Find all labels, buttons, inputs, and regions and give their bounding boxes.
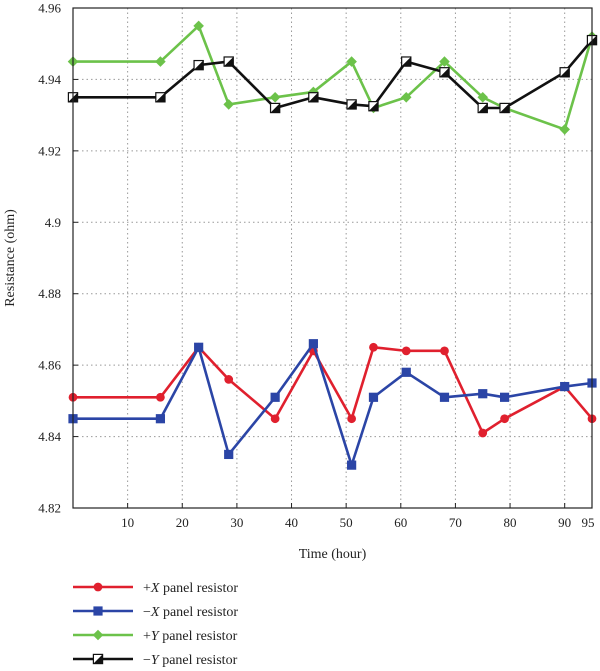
data-point [560,381,570,392]
data-point [224,449,234,460]
data-point [269,102,281,114]
legend-label: −X panel resistor [143,605,238,620]
data-point [368,101,379,112]
y-tick-label: 4.92 [38,143,61,158]
data-point [440,346,449,356]
data-point [270,392,280,402]
data-point [499,392,510,402]
legend-item: +X panel resistor [73,581,238,596]
x-tick-label: 40 [285,515,298,530]
data-point [478,428,488,438]
data-point [477,91,489,103]
data-point [308,86,319,98]
data-point [156,392,165,402]
x-tick-label: 70 [449,515,462,530]
data-point [223,99,234,110]
data-point [346,99,357,110]
x-tick-label: 10 [121,515,134,530]
data-point [347,460,357,470]
data-point [369,342,378,352]
grid-lines [73,8,592,508]
data-point [193,20,204,32]
data-point [155,414,166,424]
series-2 [68,339,597,470]
data-point [477,102,488,114]
y-tick-label: 4.96 [38,1,61,16]
data-point [223,56,234,67]
data-point [346,56,357,67]
data-point [439,56,450,67]
x-tick-label: 60 [394,515,407,530]
data-point [368,392,379,402]
x-tick-label: 80 [504,515,517,530]
data-point [347,414,356,424]
series-4 [67,34,598,114]
data-point [499,102,510,114]
series-line [73,39,593,110]
data-point [401,346,411,356]
plot-frame [72,7,593,509]
data-point [93,582,103,592]
y-axis-title: Resistance (ohm) [3,209,18,307]
data-point [93,606,103,616]
x-tick-label: 50 [340,515,353,530]
legend-item: −Y panel resistor [73,653,238,668]
series-line [73,342,593,467]
data-point [559,67,570,78]
data-point [439,67,450,78]
data-point [500,414,509,424]
data-point [92,653,104,665]
legend-item: −X panel resistor [73,605,238,620]
legend-label: +X panel resistor [143,581,238,596]
x-axis-title: Time (hour) [299,547,367,562]
data-point [401,367,411,377]
y-tick-label: 4.9 [45,215,61,230]
data-point [194,342,204,352]
data-point [308,92,319,103]
data-point [401,56,412,67]
legend-label: −Y panel resistor [143,653,238,668]
series-line [73,24,594,131]
y-tick-label: 4.88 [38,286,61,301]
x-tick-label: 95 [582,515,595,530]
y-tick-label: 4.82 [38,501,61,516]
legend: +X panel resistor −X panel resistor +Y pan… [73,581,238,668]
data-point [308,339,318,349]
data-point [224,375,234,384]
data-point [92,629,104,641]
series-line [73,345,593,435]
data-point [269,91,281,103]
legend-label: +Y panel resistor [143,629,238,644]
series-3 [67,20,598,135]
x-tick-label: 30 [230,515,243,530]
data-point [155,92,166,103]
x-tick-label: 20 [176,515,189,530]
y-tick-label: 4.94 [38,72,61,87]
data-point [478,389,488,399]
data-point [400,91,412,103]
series-1 [68,342,597,438]
legend-item: +Y panel resistor [73,629,238,644]
data-point [270,414,280,424]
data-point [559,124,570,135]
y-tick-label: 4.86 [38,358,61,373]
y-tick-label: 4.84 [38,429,61,444]
data-point [193,59,204,71]
y-axis-ticks: 4.82 4.84 4.86 4.88 4.9 4.92 4.94 4.96 [38,1,78,516]
x-axis-ticks: 10 20 30 40 50 60 70 80 90 95 [121,503,595,530]
series-layer [67,20,598,470]
data-point [155,56,166,67]
data-point [439,392,450,402]
x-tick-label: 90 [558,515,571,530]
